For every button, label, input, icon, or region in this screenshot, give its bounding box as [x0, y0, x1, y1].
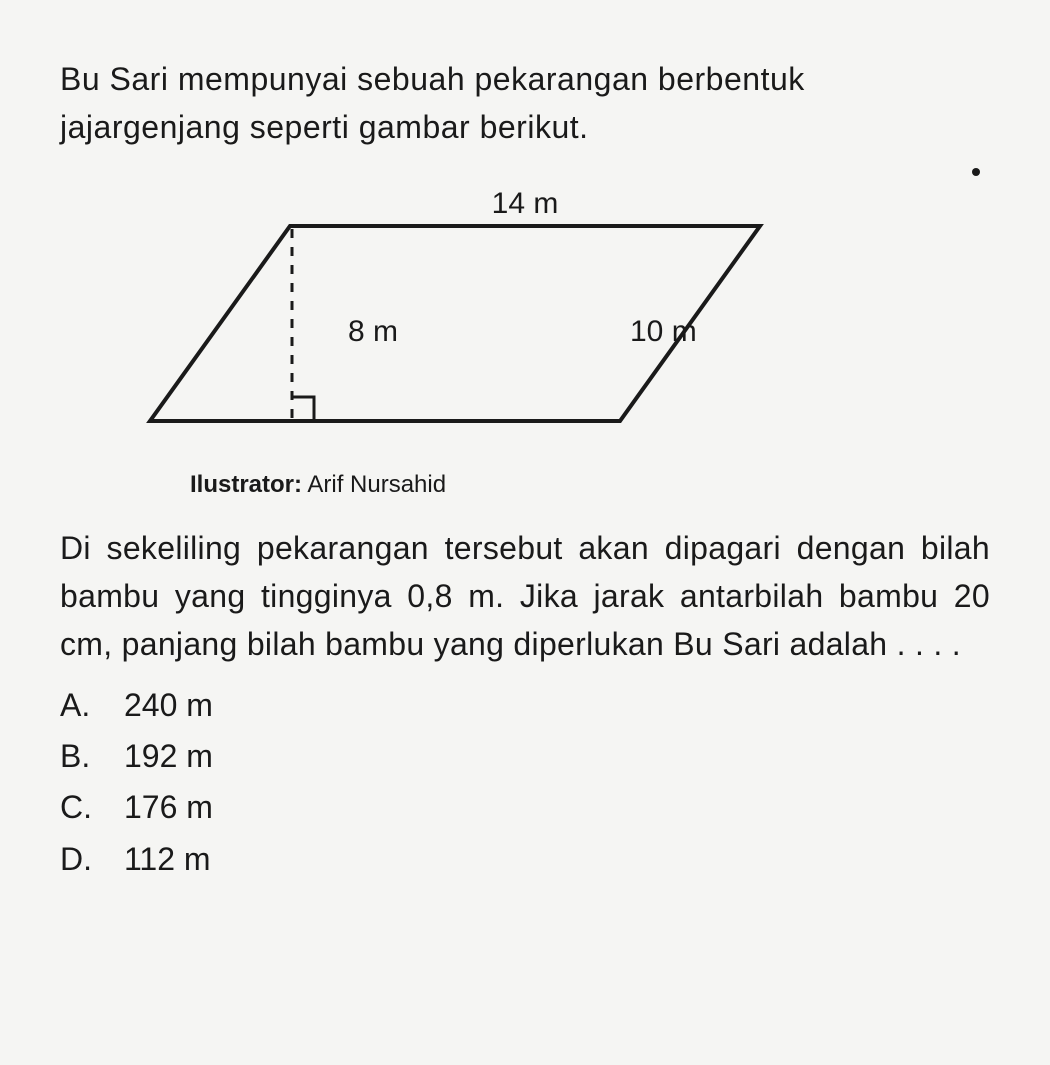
- stray-dot: [972, 168, 980, 176]
- option-letter: D.: [60, 834, 98, 885]
- label-right-side: 10 m: [630, 315, 697, 348]
- label-height: 8 m: [348, 315, 398, 348]
- option-letter: C.: [60, 782, 98, 833]
- option-a: A. 240 m: [60, 680, 990, 731]
- option-letter: A.: [60, 680, 98, 731]
- illustrator-name: Arif Nursahid: [307, 471, 446, 498]
- option-c: C. 176 m: [60, 782, 990, 833]
- option-letter: B.: [60, 731, 98, 782]
- label-top-side: 14 m: [492, 187, 559, 220]
- right-angle-marker: [292, 397, 314, 419]
- option-text: 240 m: [124, 680, 213, 731]
- option-text: 112 m: [124, 834, 211, 885]
- option-text: 176 m: [124, 782, 213, 833]
- question-intro-text: Bu Sari mempunyai sebuah pekarangan berb…: [60, 55, 990, 151]
- illustrator-label: Ilustrator:: [190, 471, 302, 498]
- parallelogram-diagram: 14 m 8 m 10 m: [60, 181, 990, 461]
- option-b: B. 192 m: [60, 731, 990, 782]
- option-d: D. 112 m: [60, 834, 990, 885]
- illustrator-credit: Ilustrator: Arif Nursahid: [190, 471, 990, 499]
- diagram-svg: 14 m 8 m 10 m: [120, 181, 820, 461]
- option-text: 192 m: [124, 731, 213, 782]
- question-body-text: Di sekeliling pekarangan tersebut akan d…: [60, 524, 990, 668]
- answer-options: A. 240 m B. 192 m C. 176 m D. 112 m: [60, 680, 990, 885]
